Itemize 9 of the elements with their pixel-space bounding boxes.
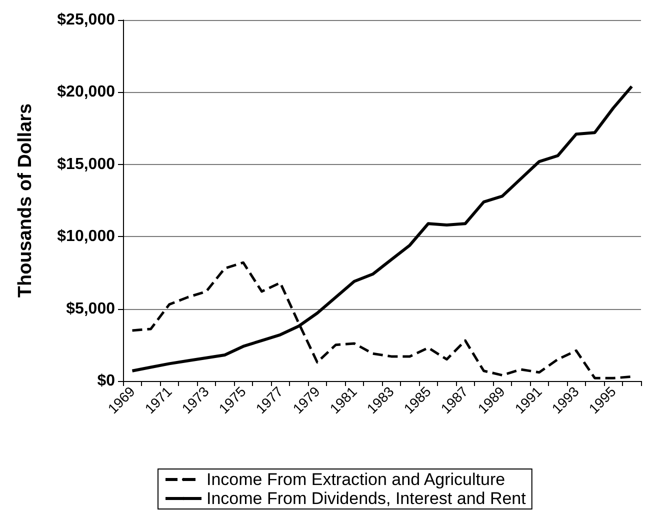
y-tick-label: $25,000 [57, 12, 116, 28]
legend-label: Income From Dividends, Interest and Rent [206, 489, 526, 508]
y-tick-label: $10,000 [57, 228, 116, 246]
y-tick-label: $5,000 [66, 300, 116, 318]
y-tick-label: $0 [97, 372, 116, 390]
y-axis-title: Thousands of Dollars [15, 103, 36, 298]
y-tick-label: $20,000 [57, 84, 116, 101]
y-tick-label: $15,000 [57, 156, 116, 173]
legend-label: Income From Extraction and Agriculture [206, 470, 506, 489]
